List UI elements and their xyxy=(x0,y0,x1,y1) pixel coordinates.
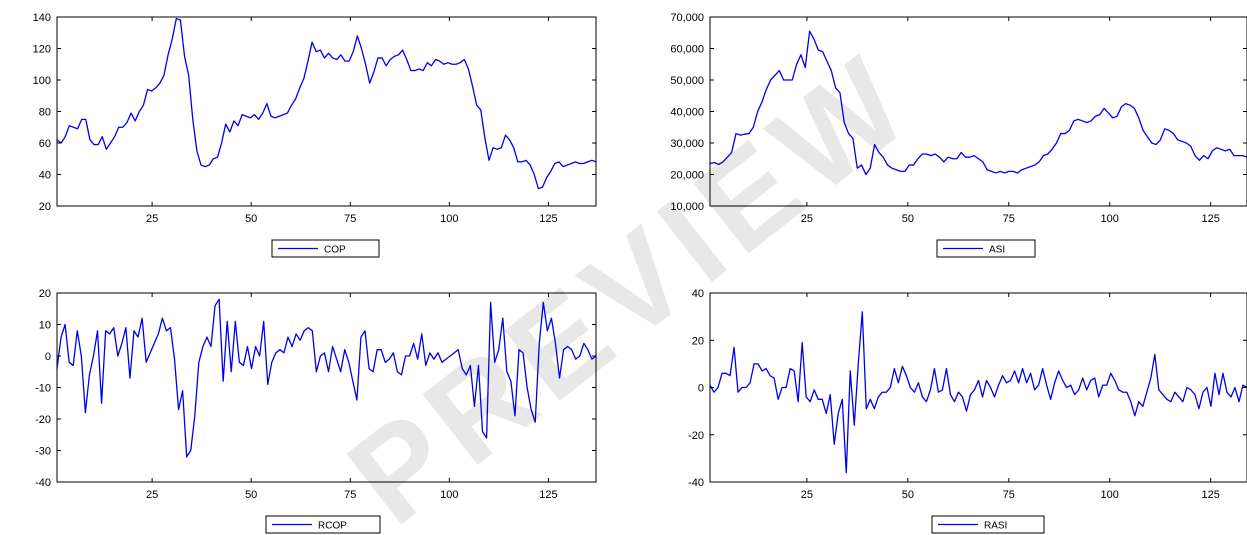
x-tick-label: 50 xyxy=(245,213,257,225)
legend-box xyxy=(271,239,380,258)
y-tick-label: 60 xyxy=(39,138,51,150)
series-line-rcop xyxy=(56,298,597,458)
x-tick-label: 125 xyxy=(539,489,557,501)
legend-box xyxy=(936,239,1036,258)
series-line-cop xyxy=(56,17,597,190)
x-tick-label: 100 xyxy=(440,213,458,225)
y-tick-label: 30,000 xyxy=(670,138,704,150)
x-tick-label: 25 xyxy=(146,213,158,225)
chart-cop: 20 40 60 80 100 120 140 25 50 75 100 125 COP xyxy=(33,12,597,258)
legend-box xyxy=(931,515,1045,534)
legend-rcop: RCOP xyxy=(265,515,381,534)
y-tick-label: 60,000 xyxy=(670,44,704,56)
x-tick-label: 25 xyxy=(801,489,813,501)
y-tick-label: 20,000 xyxy=(670,170,704,182)
y-tick-label: 40,000 xyxy=(670,107,704,119)
y-tick-label: 10 xyxy=(39,320,51,332)
y-tick-label: 20 xyxy=(39,201,51,213)
legend-asi: ASI xyxy=(936,239,1036,258)
y-tick-label: 10,000 xyxy=(670,201,704,213)
x-tick-label: 25 xyxy=(146,489,158,501)
x-tick-label: 100 xyxy=(440,489,458,501)
x-tick-label: 25 xyxy=(801,213,813,225)
y-tick-label: 80 xyxy=(39,107,51,119)
y-tick-label: 40 xyxy=(39,170,51,182)
legend-label: COP xyxy=(324,245,346,256)
x-tick-label: 75 xyxy=(344,213,356,225)
legend-rasi: RASI xyxy=(931,515,1045,534)
series-line-asi xyxy=(709,30,1247,176)
legend-label: RCOP xyxy=(318,521,347,532)
x-tick-label: 100 xyxy=(1101,213,1119,225)
y-tick-label: 140 xyxy=(33,12,51,24)
y-tick-label: -40 xyxy=(35,477,51,489)
plot-frame xyxy=(56,16,597,207)
y-tick-label: -40 xyxy=(688,477,704,489)
chart-asi: 10,000 20,000 30,000 40,000 50,000 60,000 70,0… xyxy=(670,12,1247,258)
y-tick-label: 20 xyxy=(39,288,51,300)
x-tick-label: 50 xyxy=(902,489,914,501)
y-tick-label: 120 xyxy=(33,44,51,56)
x-tick-label: 50 xyxy=(902,213,914,225)
chart-rasi: -40 -20 0 20 40 25 50 75 100 125 RASI xyxy=(688,288,1247,534)
x-tick-label: 75 xyxy=(1003,213,1015,225)
legend-cop: COP xyxy=(271,239,380,258)
legend-label: RASI xyxy=(984,521,1007,532)
series-line-rasi xyxy=(709,311,1247,474)
x-tick-label: 50 xyxy=(245,489,257,501)
x-tick-label: 75 xyxy=(344,489,356,501)
y-tick-label: 0 xyxy=(698,383,704,395)
y-tick-label: 20 xyxy=(692,335,704,347)
x-tick-label: 100 xyxy=(1101,489,1119,501)
x-tick-label: 125 xyxy=(1201,489,1219,501)
y-tick-label: 70,000 xyxy=(670,12,704,24)
x-tick-label: 75 xyxy=(1003,489,1015,501)
y-tick-label: -20 xyxy=(688,430,704,442)
plot-frame xyxy=(709,292,1247,483)
legend-box xyxy=(265,515,381,534)
y-tick-label: 0 xyxy=(45,351,51,363)
legend-label: ASI xyxy=(989,245,1005,256)
y-tick-label: 40 xyxy=(692,288,704,300)
chart-rcop: -40 -30 -20 -10 0 10 20 25 50 75 100 125 RCOP xyxy=(35,288,597,534)
y-tick-label: 50,000 xyxy=(670,75,704,87)
y-tick-label: 100 xyxy=(33,75,51,87)
y-tick-label: -30 xyxy=(35,446,51,458)
y-tick-label: -10 xyxy=(35,383,51,395)
x-tick-label: 125 xyxy=(539,213,557,225)
x-tick-label: 125 xyxy=(1201,213,1219,225)
y-tick-label: -20 xyxy=(35,414,51,426)
